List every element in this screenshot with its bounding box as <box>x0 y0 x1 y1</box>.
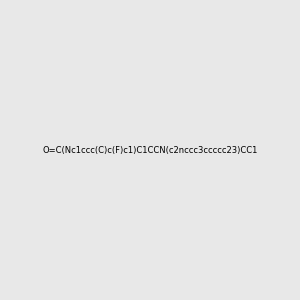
Text: O=C(Nc1ccc(C)c(F)c1)C1CCN(c2nccc3ccccc23)CC1: O=C(Nc1ccc(C)c(F)c1)C1CCN(c2nccc3ccccc23… <box>42 146 258 154</box>
